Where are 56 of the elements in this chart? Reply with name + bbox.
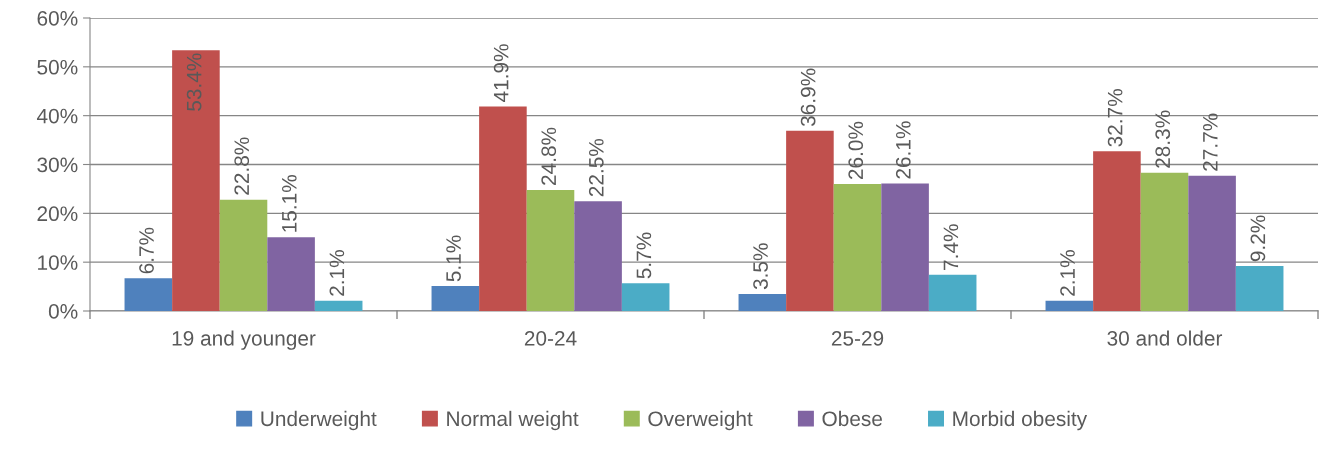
bar <box>738 293 787 311</box>
data-label: 53.4% <box>186 53 202 111</box>
bar <box>786 130 834 311</box>
bar <box>881 183 929 311</box>
bar <box>621 283 670 311</box>
data-label: 26.0% <box>848 121 864 180</box>
legend-label: Normal weight <box>447 410 579 431</box>
data-label: 41.9% <box>493 44 509 102</box>
data-label: 9.2% <box>1250 215 1266 262</box>
y-tick-label: 10% <box>38 255 78 270</box>
y-tick-label: 30% <box>37 157 78 173</box>
y-tick-label: 40% <box>36 108 78 124</box>
data-label: 32.7% <box>1107 89 1123 147</box>
data-label: 5.7% <box>636 232 652 279</box>
bar <box>1235 266 1284 311</box>
bar <box>526 189 575 311</box>
bar <box>1188 175 1236 311</box>
bar <box>219 199 268 311</box>
bar <box>1045 300 1094 311</box>
y-tick-label: 20% <box>37 206 78 222</box>
y-tick-label: 60% <box>37 11 78 26</box>
legend-label: Overweight <box>648 410 753 431</box>
data-label: 15.1% <box>282 175 297 232</box>
bar <box>314 300 363 311</box>
bar <box>479 106 527 311</box>
legend-label: Morbid obesity <box>953 410 1088 431</box>
data-label: 2.1% <box>329 250 345 296</box>
x-tick-label: 19 and younger <box>172 330 316 350</box>
x-tick-label: 30 and older <box>1107 330 1223 346</box>
data-label: 3.5% <box>753 243 768 290</box>
data-label: 36.9% <box>800 68 816 127</box>
data-label: 28.3% <box>1155 110 1171 168</box>
bar <box>574 201 622 311</box>
data-label: 6.7% <box>139 227 154 274</box>
data-label: 26.1% <box>895 121 911 179</box>
data-label: 27.7% <box>1202 113 1218 171</box>
bar <box>267 237 315 311</box>
y-tick-label: 0% <box>48 304 78 319</box>
bar <box>928 274 977 311</box>
bar <box>124 278 173 311</box>
legend-label: Underweight <box>261 410 377 431</box>
bar <box>172 50 220 311</box>
legend-label: Obese <box>822 410 882 427</box>
bar <box>431 286 480 311</box>
x-tick-label: 20-24 <box>524 330 577 346</box>
data-label: 7.4% <box>943 224 959 270</box>
y-tick-label: 50% <box>37 59 78 75</box>
data-label: 22.5% <box>588 138 604 197</box>
bar <box>1093 151 1141 311</box>
data-label: 5.1% <box>446 235 461 282</box>
data-label: 2.1% <box>1060 250 1075 296</box>
bar <box>1140 172 1189 311</box>
data-label: 22.8% <box>234 137 250 195</box>
data-label: 24.8% <box>541 127 557 185</box>
bar <box>833 184 882 311</box>
x-tick-label: 25-29 <box>831 330 884 346</box>
